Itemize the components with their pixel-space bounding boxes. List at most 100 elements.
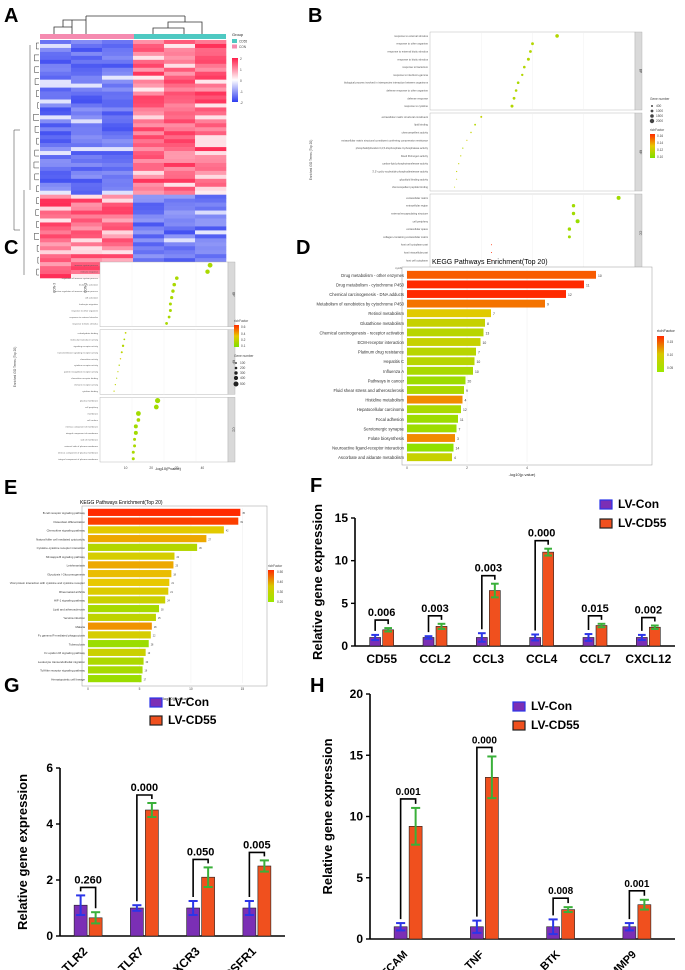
x-tick-label: 0 <box>87 687 89 691</box>
heatmap-cell <box>195 91 227 96</box>
kegg-count-label: 17 <box>144 679 147 681</box>
heatmap-cell <box>71 143 103 148</box>
color-scale <box>232 58 238 102</box>
heatmap-cell <box>71 51 103 57</box>
heatmap-cell <box>133 63 165 69</box>
kegg-bar <box>407 414 458 423</box>
kegg-bar <box>88 535 207 543</box>
heatmap-cell <box>164 123 196 128</box>
go-dot <box>136 418 141 422</box>
heatmap-cell <box>40 250 72 255</box>
kegg-bar <box>407 395 463 404</box>
heatmap-cell <box>102 238 134 243</box>
heatmap-cell <box>164 182 196 188</box>
kegg-bar <box>88 657 144 665</box>
heatmap-cell <box>102 71 134 76</box>
heatmap-cell <box>195 155 227 160</box>
richfactor-title: richFactor <box>650 128 665 132</box>
facet-strip <box>634 112 643 192</box>
heatmap-cell <box>133 123 165 128</box>
row-dendrogram <box>13 42 39 276</box>
heatmap-cell <box>164 246 196 251</box>
legend-swatch <box>512 701 526 712</box>
kegg-count-label: 10 <box>475 370 479 374</box>
heatmap-cell <box>71 174 103 180</box>
heatmap-cell <box>102 218 134 223</box>
legend-label: LV-CD55 <box>168 713 217 727</box>
significance-bracket <box>628 890 646 920</box>
kegg-bar <box>88 587 169 595</box>
heatmap-cell <box>40 123 72 128</box>
heatmap-cell <box>71 266 103 271</box>
heatmap-cell <box>40 135 72 140</box>
go-dot <box>567 235 571 239</box>
go-dot <box>113 390 115 392</box>
kegg-count-label: 10 <box>483 341 487 345</box>
heatmap-cell <box>102 67 134 73</box>
kegg-bar <box>407 366 473 375</box>
heatmap-cell <box>133 55 165 61</box>
go-term-label: extracellular region <box>406 204 428 208</box>
kegg-pathway-label: Platinum drug resistance <box>358 350 405 355</box>
go-dot <box>133 430 138 435</box>
heatmap-cell <box>102 135 134 140</box>
kegg-count-label: 14 <box>456 447 460 451</box>
legend-item: 400 <box>656 104 662 108</box>
heatmap-cell <box>164 51 196 57</box>
legend-label-con: CON <box>239 45 247 49</box>
go-dot <box>458 163 460 165</box>
heatmap-cell <box>102 254 134 259</box>
heatmap-cell <box>195 63 227 69</box>
scale-tick: 0.50 <box>277 570 283 574</box>
kegg-count-label: 7 <box>478 351 480 355</box>
kegg-pathway-label: Glutathione metabolism <box>360 321 405 326</box>
go-term-label: collagen-containing extracellular matrix <box>383 235 429 239</box>
go-dot <box>117 371 119 373</box>
legend-label: LV-CD55 <box>618 516 667 530</box>
heatmap-cell <box>71 162 103 168</box>
go-term-label: response to external stimulus <box>70 316 99 319</box>
heatmap-cell <box>133 40 165 45</box>
kegg-bar <box>88 578 170 586</box>
heatmap-cell <box>102 162 134 168</box>
kegg-bar <box>88 640 149 648</box>
richfactor-scale <box>234 325 239 347</box>
significance-bracket <box>552 897 569 916</box>
bar-chart-h: H 0 5 10 15 20 Relative gene expression 0.001 T… <box>310 675 675 970</box>
kegg-count-label: 45 <box>199 548 202 550</box>
kegg-bar <box>407 386 464 394</box>
heatmap-cell <box>102 174 134 180</box>
heatmap-cell <box>133 59 165 65</box>
heatmap-cell <box>71 151 103 156</box>
heatmap-cell <box>195 47 227 53</box>
p-value-label: 0.006 <box>368 607 396 619</box>
heatmap-cell <box>195 71 227 76</box>
heatmap-cell <box>71 43 103 49</box>
go-dot <box>131 457 135 461</box>
go-dot <box>170 295 174 300</box>
kegg-count-label: 20 <box>468 379 472 383</box>
go-term-label: response to other organism <box>71 310 98 313</box>
kegg-pathway-label: Tuberculosis <box>69 642 86 646</box>
heatmap-cell <box>102 210 134 215</box>
kegg-bar <box>407 376 466 385</box>
bar-lv-con <box>130 907 144 937</box>
go-term-label: immune receptor activity <box>74 384 99 387</box>
heatmap-cell <box>40 270 72 275</box>
heatmap-cell <box>133 99 165 104</box>
heatmap-cell <box>102 190 134 195</box>
heatmap-cell <box>71 55 103 61</box>
kegg-bar <box>407 434 455 442</box>
kegg-count-label: 8 <box>487 322 489 326</box>
kegg-pathway-label: B cell receptor signaling pathway <box>43 511 86 515</box>
heatmap-cell <box>195 95 227 100</box>
heatmap-cell <box>71 190 103 195</box>
heatmap-cell <box>102 198 134 203</box>
heatmap-cell <box>164 79 196 84</box>
heatmap-cell <box>164 155 196 160</box>
legend-item: 1000 <box>656 109 663 113</box>
heatmap-cell <box>71 250 103 255</box>
heatmap-cell <box>195 119 227 124</box>
heatmap-cell <box>71 67 103 73</box>
kegg-count-label: 10 <box>477 360 481 364</box>
